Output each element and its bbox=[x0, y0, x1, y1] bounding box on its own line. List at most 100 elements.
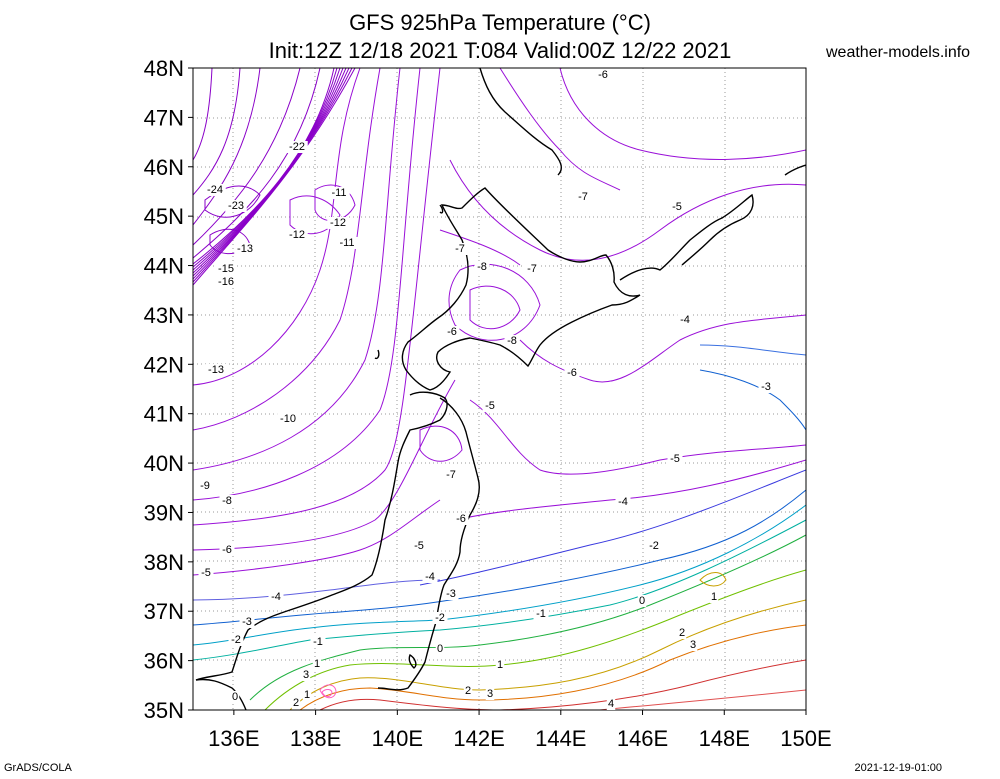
contour-label: -5 bbox=[670, 453, 680, 465]
contour-label-bg bbox=[669, 201, 685, 213]
contour-label-bg bbox=[432, 612, 448, 624]
contour-label-bg bbox=[495, 659, 505, 671]
lon-label: 146E bbox=[617, 726, 668, 751]
contour-label-bg bbox=[286, 229, 308, 241]
contour-label: -12 bbox=[330, 217, 346, 229]
contour-label: -2 bbox=[435, 612, 445, 624]
contour-label: -4 bbox=[680, 314, 690, 326]
contour-label-bg bbox=[277, 413, 299, 425]
cold-front-contours bbox=[193, 68, 356, 286]
contour-label-bg bbox=[239, 616, 255, 628]
contour-label-bg bbox=[453, 513, 469, 525]
contour-label-bg bbox=[312, 658, 322, 670]
lat-label: 48N bbox=[144, 56, 184, 81]
contour-label: -3 bbox=[446, 588, 456, 600]
contour-label-bg bbox=[228, 634, 244, 646]
contour-label-bg bbox=[435, 643, 445, 655]
contour-label: 1 bbox=[497, 659, 503, 671]
contour-label: 0 bbox=[232, 691, 238, 703]
contour-label-bg bbox=[533, 608, 549, 620]
contour-label-bg bbox=[268, 591, 284, 603]
contour-label: -24 bbox=[207, 184, 223, 196]
lat-label: 35N bbox=[144, 698, 184, 723]
contour-label-bg bbox=[198, 567, 214, 579]
contour-label: -23 bbox=[228, 200, 244, 212]
contour-label: -4 bbox=[425, 571, 435, 583]
contour-label: -6 bbox=[456, 513, 466, 525]
lat-label: 46N bbox=[144, 155, 184, 180]
lon-label: 140E bbox=[372, 726, 423, 751]
contour-label-bg bbox=[463, 685, 473, 697]
contour-label: -9 bbox=[200, 480, 210, 492]
contour-label: -1 bbox=[313, 636, 323, 648]
contour-label-bg bbox=[336, 237, 358, 249]
chart-title: GFS 925hPa Temperature (°C) bbox=[349, 10, 651, 35]
contour-label-bg bbox=[230, 691, 240, 703]
contour-label-bg bbox=[444, 326, 460, 338]
lat-label: 41N bbox=[144, 402, 184, 427]
contour-label-bg bbox=[310, 636, 326, 648]
contour-label: -5 bbox=[414, 540, 424, 552]
contour-label-bg bbox=[575, 191, 591, 203]
contour-label-bg bbox=[225, 200, 247, 212]
contour-label-bg bbox=[205, 364, 227, 376]
contour-label: -8 bbox=[507, 335, 517, 347]
contour-label-bg bbox=[688, 639, 698, 651]
contour-label-bg bbox=[606, 698, 616, 710]
contour-label-bg bbox=[219, 495, 235, 507]
contour-label: -7 bbox=[455, 243, 465, 255]
lon-label: 144E bbox=[535, 726, 586, 751]
lat-label: 44N bbox=[144, 254, 184, 279]
contour-label: -4 bbox=[271, 591, 281, 603]
contour-label-bg bbox=[667, 453, 683, 465]
lon-label: 136E bbox=[208, 726, 259, 751]
longitude-axis: 136E 138E 140E 142E 144E 146E 148E 150E bbox=[208, 710, 832, 751]
contour-label: 2 bbox=[293, 697, 299, 709]
contour-label: -2 bbox=[649, 540, 659, 552]
contour-label-bg bbox=[677, 627, 687, 639]
contour-label: -10 bbox=[280, 413, 296, 425]
lat-label: 40N bbox=[144, 451, 184, 476]
lat-label: 47N bbox=[144, 105, 184, 130]
contour-label-bg bbox=[204, 184, 226, 196]
lon-label: 138E bbox=[290, 726, 341, 751]
map-frame bbox=[192, 67, 807, 711]
contour-label-bg bbox=[328, 187, 350, 199]
lat-label: 36N bbox=[144, 649, 184, 674]
lat-label: 42N bbox=[144, 352, 184, 377]
contour-label-bg bbox=[595, 69, 611, 81]
contour-label: 3 bbox=[303, 669, 309, 681]
contour-label-bg bbox=[677, 314, 693, 326]
contour-label-bg bbox=[504, 335, 520, 347]
contour-label: -13 bbox=[237, 243, 253, 255]
contour-label-bg bbox=[709, 591, 719, 603]
contour-label: -5 bbox=[672, 201, 682, 213]
contour-label: -5 bbox=[201, 567, 211, 579]
contour-label-bg bbox=[474, 261, 490, 273]
footer-credit: GrADS/COLA bbox=[4, 762, 72, 774]
contour-label: -12 bbox=[289, 229, 305, 241]
contour-label-bg bbox=[443, 588, 459, 600]
footer-timestamp: 2021-12-19-01:00 bbox=[854, 762, 942, 774]
contour-label: 1 bbox=[304, 689, 310, 701]
contour-label-bg bbox=[452, 243, 468, 255]
lat-label: 39N bbox=[144, 500, 184, 525]
contour-label: -13 bbox=[208, 364, 224, 376]
lat-label: 37N bbox=[144, 599, 184, 624]
contour-label: -15 bbox=[218, 263, 234, 275]
chart-subtitle: Init:12Z 12/18 2021 T:084 Valid:00Z 12/2… bbox=[268, 38, 732, 63]
contour-label-bg bbox=[422, 571, 438, 583]
contour-label-bg bbox=[215, 263, 237, 275]
contour-label: -5 bbox=[485, 400, 495, 412]
contour-label-bg bbox=[234, 243, 256, 255]
contour-label-bg bbox=[758, 381, 774, 393]
map-grid bbox=[193, 68, 806, 710]
contour-label: -2 bbox=[231, 634, 241, 646]
contour-label: -7 bbox=[446, 469, 456, 481]
contour-label: -7 bbox=[527, 263, 537, 275]
contour-label-bg bbox=[411, 540, 427, 552]
contour-label-bg bbox=[646, 540, 662, 552]
contour-label: 1 bbox=[314, 658, 320, 670]
contour-label: -6 bbox=[598, 69, 608, 81]
contour-label: -3 bbox=[242, 616, 252, 628]
